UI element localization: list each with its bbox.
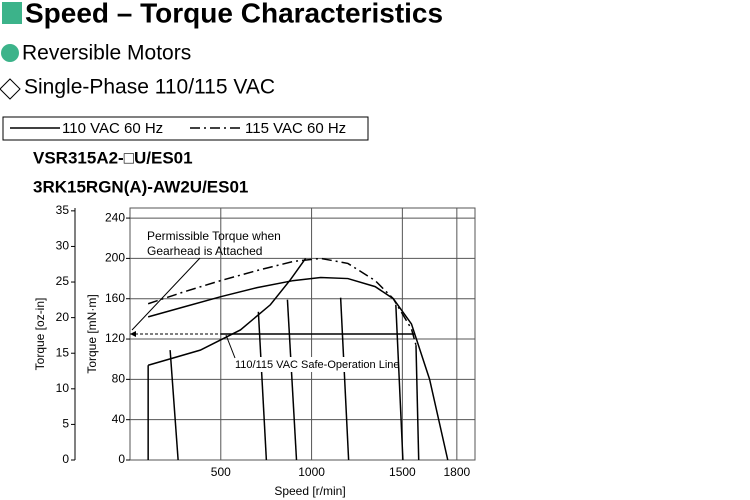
subtitle: Reversible Motors	[22, 42, 191, 65]
annotation-line: Permissible Torque when	[147, 229, 281, 243]
y-tick-label: 80	[112, 372, 126, 386]
y2-tick-label: 25	[56, 274, 70, 288]
speed-curve	[286, 299, 298, 461]
speed-curve	[169, 350, 179, 461]
y-tick-label: 0	[118, 452, 125, 466]
x-axis-label: Speed [r/min]	[274, 484, 345, 498]
y2-tick-label: 5	[62, 417, 69, 431]
y2-tick-label: 15	[56, 345, 70, 359]
y-tick-label: 40	[112, 412, 126, 426]
x-tick-label: 1000	[298, 465, 325, 479]
x-tick-label: 1800	[443, 465, 470, 479]
y2-tick-label: 0	[62, 452, 69, 466]
y2-axis-label: Torque [oz-in]	[33, 298, 47, 371]
speed-curve	[395, 304, 404, 461]
subtitle-marker	[1, 44, 19, 62]
title: Speed – Torque Characteristics	[25, 0, 443, 28]
series-line	[147, 257, 417, 346]
y-tick-label: 240	[105, 210, 125, 224]
legend-label: 115 VAC 60 Hz	[245, 120, 346, 137]
y-tick-label: 200	[105, 251, 125, 265]
y2-tick-label: 35	[56, 203, 70, 217]
annotation: Permissible Torque when Gearhead is Attac…	[147, 229, 281, 258]
x-tick-label: 500	[211, 465, 231, 479]
title-marker	[2, 2, 22, 24]
y2-tick-label: 10	[56, 381, 70, 395]
phase: Single-Phase 110/115 VAC	[24, 76, 275, 99]
legend-box	[2, 116, 369, 141]
diamond-icon	[0, 78, 21, 100]
leader	[225, 334, 236, 359]
model: VSR315A2-□U/ES01	[33, 148, 193, 167]
speed-curve	[147, 257, 307, 366]
model: 3RK15RGN(A)-AW2U/ES01	[33, 177, 248, 196]
annotation-bg	[233, 357, 395, 372]
speed-curve	[339, 297, 350, 461]
y-tick-label: 120	[105, 331, 125, 345]
leader	[131, 257, 201, 331]
x-tick-label: 1500	[389, 465, 416, 479]
speed-curve	[257, 311, 268, 461]
y-tick-label: 160	[105, 291, 125, 305]
annotation-line: Gearhead is Attached	[147, 244, 262, 258]
series-line	[147, 276, 449, 461]
speed-curve	[415, 345, 420, 461]
y2-tick-label: 30	[56, 239, 70, 253]
y-axis-label: Torque [mN·m]	[85, 294, 99, 373]
arrow	[130, 331, 136, 337]
annotation: 110/115 VAC Safe-Operation Line	[235, 359, 400, 371]
legend-label: 110 VAC 60 Hz	[62, 120, 163, 137]
y2-tick-label: 20	[56, 310, 70, 324]
